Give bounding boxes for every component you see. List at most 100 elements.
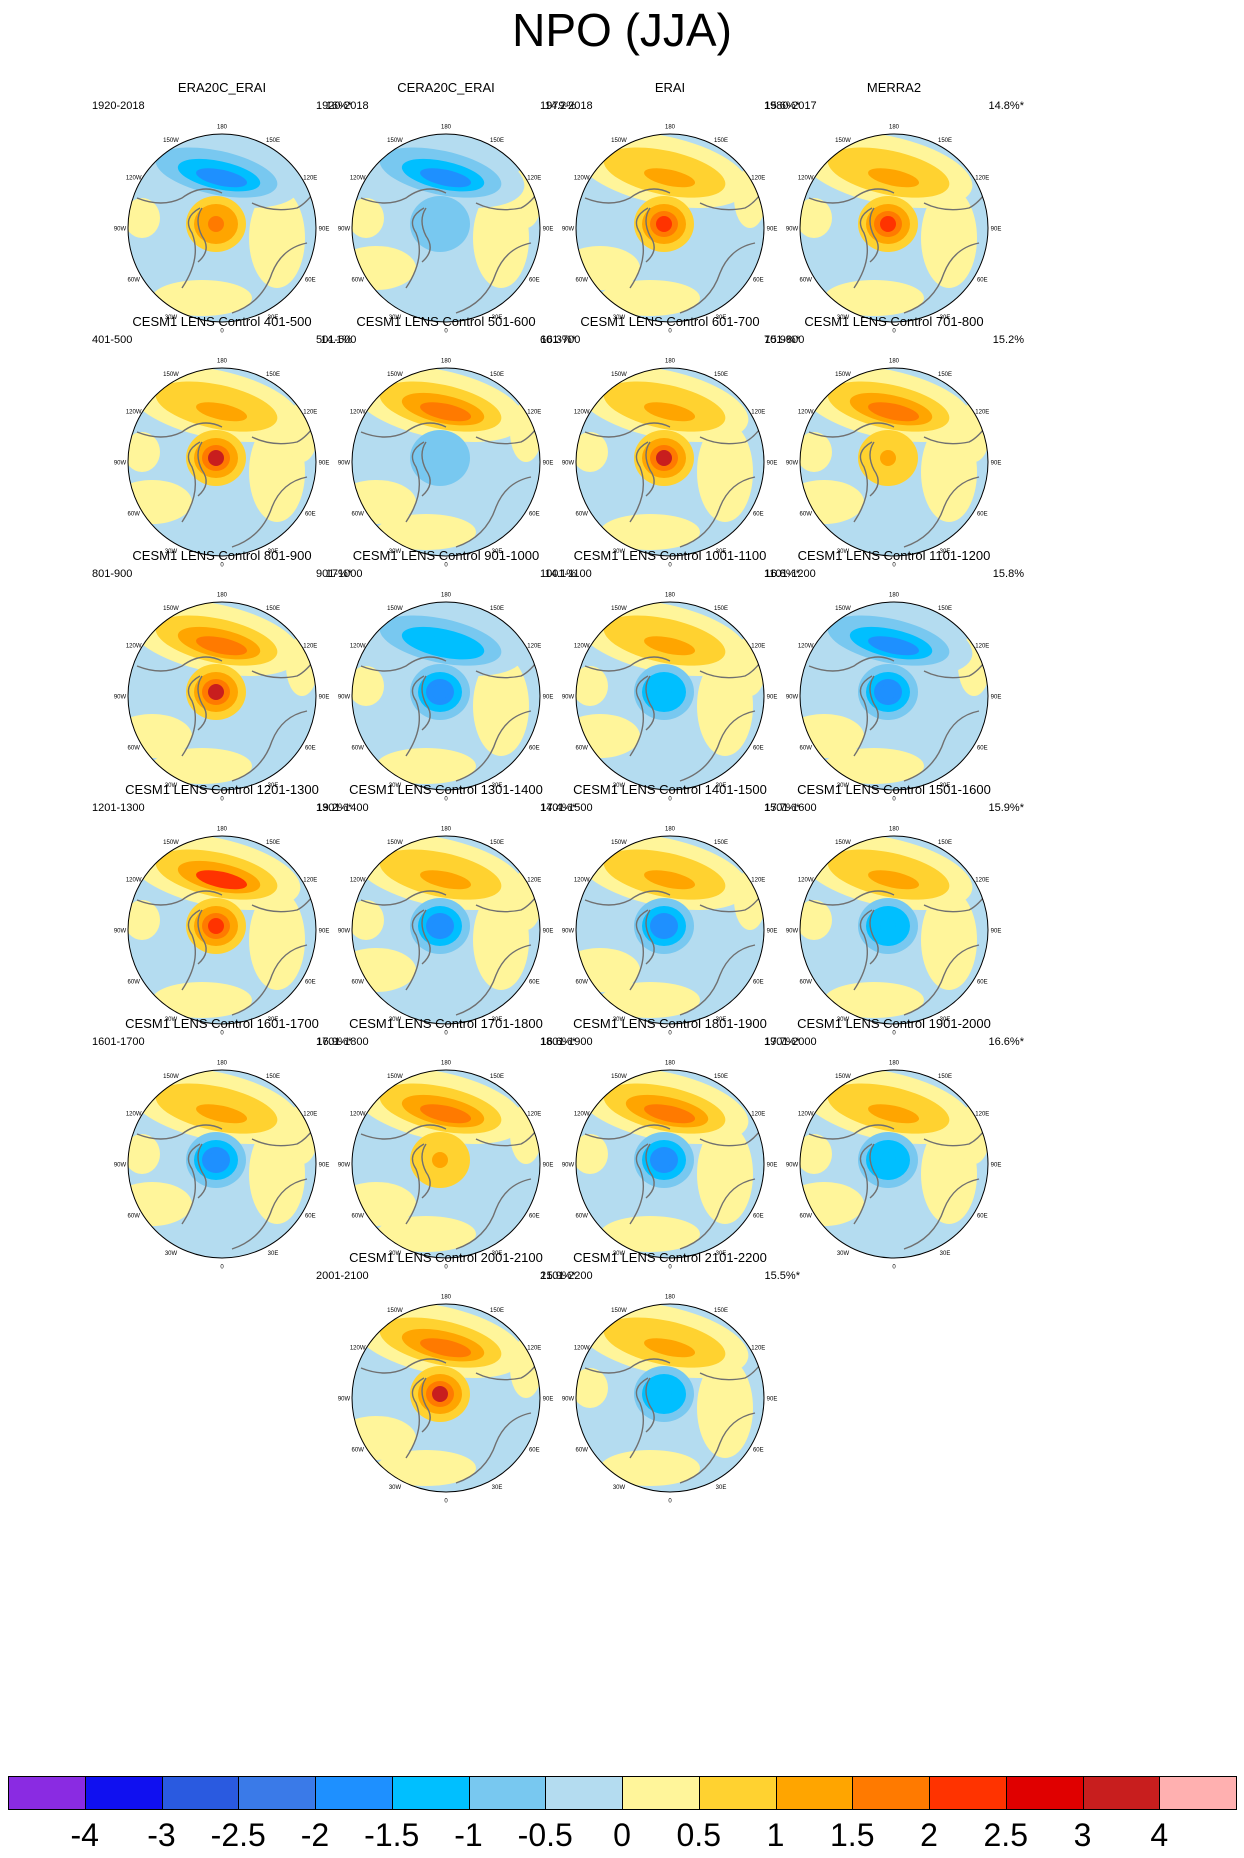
coastline — [869, 207, 879, 263]
panel-title: CESM1 LENS Control 801-900 — [132, 548, 312, 563]
longitude-label: 150E — [490, 1308, 504, 1314]
longitude-label: 60W — [800, 1214, 813, 1220]
longitude-label: 150E — [714, 372, 728, 378]
longitude-label: 60E — [305, 980, 316, 986]
longitude-label: 150E — [266, 138, 280, 144]
coastline — [181, 207, 201, 289]
panel-title: CESM1 LENS Control 1901-2000 — [797, 1016, 991, 1031]
longitude-label: 150W — [835, 138, 851, 144]
polar-map: 180 150W 120W 90W 60W 30W 0 30E 60E 90E 120E 150E — [786, 125, 1002, 335]
panel-title: CESM1 LENS Control 1301-1400 — [349, 782, 543, 797]
longitude-label: 180 — [665, 1295, 676, 1301]
coastline — [584, 656, 671, 672]
panel-variance: 15.5%* — [764, 1270, 800, 1282]
map-boundary — [127, 835, 317, 1025]
pacific-anomaly — [868, 1104, 920, 1124]
longitude-label: 150E — [714, 1308, 728, 1314]
longitude-label: 0 — [220, 1265, 224, 1271]
polar-map: 180 150W 120W 90W 60W 30W 0 30E 60E 90E 120E 150E — [562, 593, 778, 803]
longitude-label: 30W — [837, 549, 850, 555]
coastline — [903, 476, 980, 548]
coastline — [645, 675, 655, 731]
longitude-label: 30E — [268, 549, 279, 555]
panel-variance: 15.9%* — [540, 1270, 576, 1282]
anomaly-patch — [128, 1182, 192, 1226]
panel-title: CESM1 LENS Control 1101-1200 — [797, 548, 991, 563]
anomaly-patch — [128, 198, 160, 238]
longitude-label: 150W — [387, 372, 403, 378]
longitude-label: 30W — [389, 315, 402, 321]
map-boundary — [127, 1069, 317, 1259]
polar-map: 180 150W 120W 90W 60W 30W 0 30E 60E 90E 120E 150E — [562, 125, 778, 335]
colorbar-label: 3 — [1073, 1817, 1092, 1853]
panel-title: ERAI — [654, 80, 686, 95]
panel-variance: 14.1% — [320, 334, 352, 346]
colorbar-label: -0.5 — [517, 1817, 573, 1853]
longitude-label: 60W — [128, 746, 141, 752]
longitude-label: 90W — [114, 227, 127, 233]
map-panel: CESM1 LENS Control 2001-2100 2001-2100 15.… — [314, 1250, 578, 1520]
longitude-label: 90E — [991, 227, 1002, 233]
coastline — [405, 1143, 425, 1225]
anomaly-patch — [352, 948, 416, 992]
pacific-anomaly — [644, 870, 696, 890]
panel-period: 1920-2018 — [316, 100, 369, 112]
longitude-label: 60W — [576, 746, 589, 752]
longitude-label: 0 — [668, 563, 672, 569]
colorbar-label: 0.5 — [676, 1817, 721, 1853]
colorbar — [8, 1776, 1237, 1812]
anomaly-patch — [600, 1216, 700, 1252]
longitude-label: 0 — [892, 1031, 896, 1037]
coastline — [903, 944, 980, 1016]
longitude-label: 0 — [220, 1031, 224, 1037]
longitude-label: 180 — [441, 1295, 452, 1301]
longitude-label: 60W — [576, 278, 589, 284]
longitude-label: 60W — [800, 278, 813, 284]
longitude-label: 120W — [574, 644, 590, 650]
longitude-label: 120W — [574, 176, 590, 182]
longitude-label: 150W — [163, 372, 179, 378]
longitude-label: 90W — [786, 1163, 799, 1169]
map-boundary — [127, 133, 317, 323]
longitude-label: 60W — [800, 746, 813, 752]
longitude-label: 60W — [576, 980, 589, 986]
longitude-label: 90W — [786, 929, 799, 935]
polar-anomaly — [208, 450, 224, 466]
coastline — [645, 909, 655, 965]
longitude-label: 60W — [576, 1214, 589, 1220]
map-boundary — [351, 601, 541, 791]
longitude-label: 120W — [798, 1112, 814, 1118]
coastline — [808, 1124, 895, 1140]
panel-period: 2001-2100 — [316, 1270, 369, 1282]
longitude-label: 150E — [266, 372, 280, 378]
anomaly-patch — [376, 748, 476, 784]
map-boundary — [799, 835, 989, 1025]
longitude-label: 30E — [492, 783, 503, 789]
longitude-label: 90W — [338, 695, 351, 701]
coastline — [853, 1143, 873, 1225]
anomaly-patch — [576, 1134, 608, 1174]
longitude-label: 60E — [753, 512, 764, 518]
longitude-label: 60E — [753, 980, 764, 986]
coastline — [903, 242, 980, 314]
map-panel: CESM1 LENS Control 1501-1600 1501-1600 15.… — [762, 782, 1026, 1052]
map-boundary — [575, 133, 765, 323]
longitude-label: 180 — [217, 827, 228, 833]
anomaly-patch — [600, 982, 700, 1018]
coastline — [197, 675, 207, 731]
longitude-label: 120W — [350, 176, 366, 182]
coastline — [360, 188, 447, 204]
coastline — [679, 944, 756, 1016]
map-panel: ERAI 1979-2018 15.6%* 180 150W 120W 90W 60W 30W 0… — [538, 80, 802, 350]
anomaly-patch — [824, 982, 924, 1018]
pacific-anomaly — [644, 402, 696, 422]
longitude-label: 30E — [940, 1251, 951, 1257]
polar-anomaly — [656, 1386, 672, 1402]
longitude-label: 0 — [892, 563, 896, 569]
panel-period: 1401-1500 — [540, 802, 593, 814]
longitude-label: 120E — [975, 644, 989, 650]
longitude-label: 150W — [387, 1308, 403, 1314]
pacific-anomaly — [868, 636, 920, 656]
pacific-anomaly — [644, 636, 696, 656]
map-boundary — [127, 367, 317, 557]
